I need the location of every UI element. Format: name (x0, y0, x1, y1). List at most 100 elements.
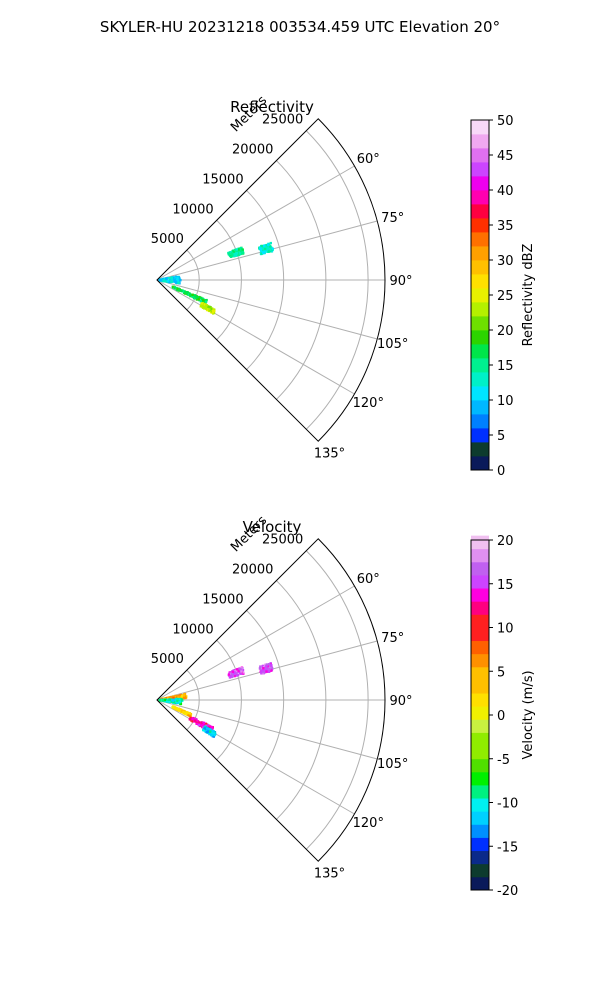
echo-gate (210, 733, 213, 736)
echo-gate (200, 304, 204, 307)
echo-gate (235, 668, 239, 671)
echo-gate (180, 695, 183, 699)
echo-gate (261, 670, 265, 674)
echo-gate (237, 253, 240, 257)
echo-gate (265, 665, 268, 668)
colorbar-band (471, 824, 489, 838)
colorbar-band (471, 680, 489, 694)
echo-gate (171, 699, 175, 702)
echo-gate (191, 720, 194, 723)
echo-gate (205, 298, 208, 302)
echo-gate (180, 698, 183, 701)
echo-gate (185, 712, 188, 715)
echo-gate (176, 701, 179, 705)
echo-gate (207, 727, 210, 731)
echo-gate (199, 723, 202, 726)
echo-gate (186, 711, 190, 714)
echo-gate (196, 296, 199, 299)
radial-tick-label: 10000 (172, 622, 213, 637)
echo-gate (168, 698, 171, 701)
echo-gate (195, 298, 199, 301)
echo-gate (178, 698, 181, 701)
colorbar: 0 5 10 15 20 25 30 35 40 45 50 Reflectivity dBZ (470, 114, 536, 479)
echo-gate (177, 695, 180, 698)
echo-gate (170, 276, 173, 279)
echo-gate (177, 279, 180, 282)
echo-gate (237, 667, 241, 671)
radial-tick-label: 15000 (202, 592, 243, 607)
echo-gate (212, 731, 215, 735)
echo-layer (158, 662, 274, 738)
echo-gate (212, 730, 215, 733)
echo-gate (240, 670, 243, 673)
echo-gate (158, 278, 161, 282)
echo-gate (234, 253, 238, 257)
echo-gate (208, 732, 211, 736)
echo-gate (173, 696, 177, 699)
echo-gate (210, 731, 214, 735)
colorbar-band (471, 414, 489, 429)
azimuth-tick-label: 120° (353, 816, 384, 831)
echo-gate (265, 666, 268, 669)
colorbar-band (471, 204, 489, 219)
colorbar-tick-label: -15 (497, 840, 518, 855)
azimuth-tick-label: 120° (353, 396, 384, 411)
colorbar-band (471, 218, 489, 233)
echo-gate (241, 251, 244, 254)
colorbar-band (471, 785, 489, 799)
colorbar-label: Reflectivity dBZ (521, 244, 536, 347)
echo-gate (236, 673, 240, 677)
echo-gate (227, 252, 231, 255)
colorbar-band (471, 456, 489, 471)
echo-gate (235, 248, 238, 251)
echo-gate (199, 300, 202, 303)
echo-gate (193, 717, 196, 720)
echo-gate (201, 725, 205, 729)
echo-gate (185, 291, 189, 294)
colorbar-band (471, 837, 489, 852)
echo-gate (184, 696, 187, 700)
echo-gate (262, 669, 265, 672)
echo-gate (205, 727, 209, 730)
echo-gate (204, 300, 208, 303)
echo-gate (267, 250, 270, 253)
colorbar-band (471, 442, 489, 457)
echo-gate (189, 293, 192, 296)
echo-gate (262, 667, 265, 670)
colorbar-tick-label: 10 (497, 622, 514, 637)
echo-gate (191, 717, 195, 721)
colorbar-tick-label: -10 (497, 797, 518, 812)
echo-gate (237, 251, 240, 254)
echo-gate (212, 735, 215, 738)
echo-gate (261, 672, 264, 675)
echo-gate (177, 288, 181, 292)
echo-gate (264, 666, 267, 670)
echo-gate (267, 664, 270, 668)
colorbar-band (471, 811, 489, 825)
echo-gate (179, 702, 183, 706)
colorbar-tick-label: 35 (497, 219, 514, 234)
echo-gate (195, 719, 198, 723)
colorbar-band (471, 758, 489, 773)
echo-gate (196, 720, 200, 723)
echo-gate (265, 663, 269, 666)
echo-gate (205, 308, 209, 312)
colorbar-band (471, 863, 489, 878)
echo-gate (180, 289, 183, 293)
colorbar-tick-label: 15 (497, 578, 514, 593)
echo-gate (232, 672, 235, 676)
echo-gate (265, 670, 268, 673)
colorbar-band (471, 260, 489, 275)
azimuth-tick-label: 75° (381, 211, 404, 226)
colorbar-band (471, 120, 489, 135)
echo-gate (239, 668, 242, 671)
echo-gate (197, 723, 200, 727)
echo-gate (207, 729, 210, 732)
colorbar-band (471, 693, 489, 707)
colorbar-band (471, 798, 489, 812)
echo-gate (167, 276, 170, 280)
colorbar-band (471, 162, 489, 177)
echo-gate (158, 698, 162, 702)
azimuth-tick-label: 75° (381, 631, 404, 646)
